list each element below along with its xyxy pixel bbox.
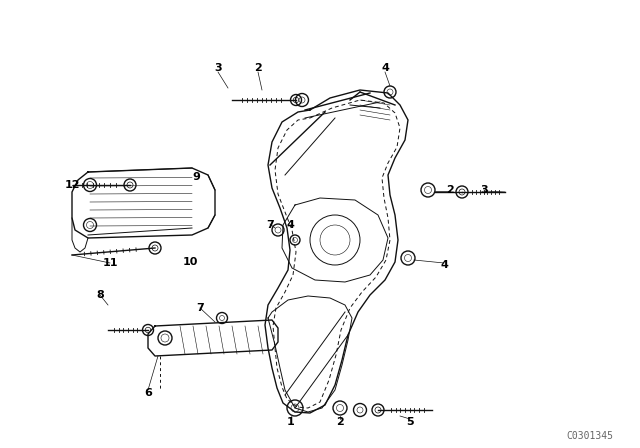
Text: 10: 10 <box>182 257 198 267</box>
Text: 2: 2 <box>254 63 262 73</box>
Text: C0301345: C0301345 <box>566 431 614 441</box>
Text: 11: 11 <box>102 258 118 268</box>
Text: 5: 5 <box>406 417 414 427</box>
Text: 4: 4 <box>381 63 389 73</box>
Text: 7: 7 <box>196 303 204 313</box>
Text: 4: 4 <box>440 260 448 270</box>
Text: 9: 9 <box>192 172 200 182</box>
Text: 3: 3 <box>214 63 222 73</box>
Text: 7: 7 <box>266 220 274 230</box>
Text: 4: 4 <box>286 220 294 230</box>
Text: 1: 1 <box>287 417 295 427</box>
Text: 2: 2 <box>336 417 344 427</box>
Text: 12: 12 <box>64 180 80 190</box>
Text: 3: 3 <box>480 185 488 195</box>
Text: 8: 8 <box>96 290 104 300</box>
Text: 2: 2 <box>446 185 454 195</box>
Text: 6: 6 <box>144 388 152 398</box>
